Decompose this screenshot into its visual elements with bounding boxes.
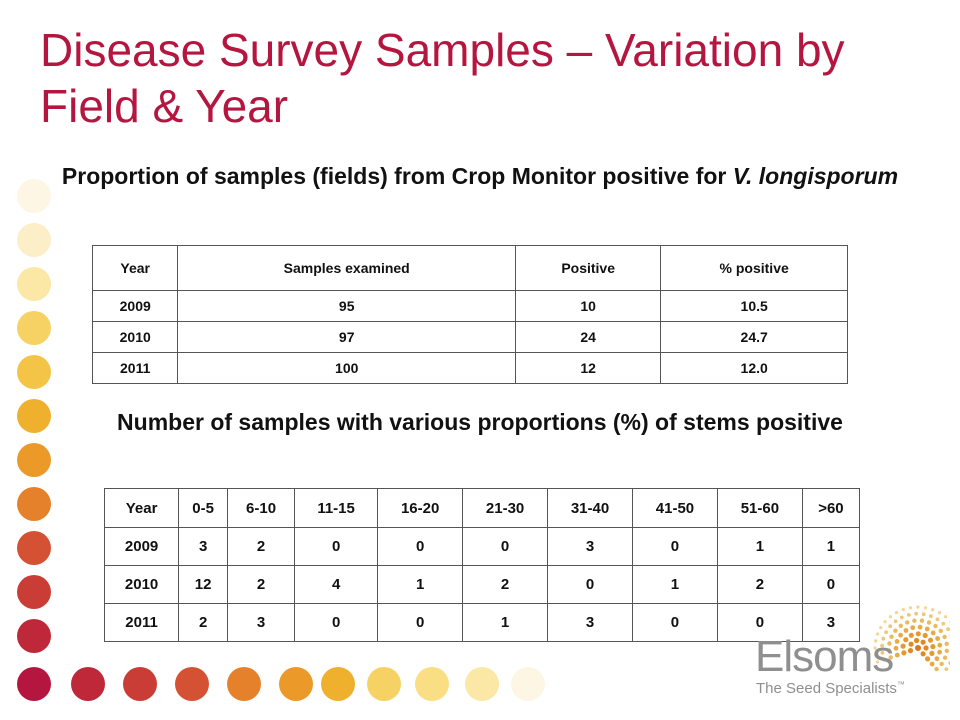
col-header: 31-40 xyxy=(547,488,633,528)
table-cell: 2 xyxy=(178,603,229,642)
table-cell: 2 xyxy=(227,565,296,604)
decorative-dot xyxy=(279,667,313,701)
decorative-dot xyxy=(17,267,51,301)
table-cell: 2 xyxy=(716,565,803,604)
table-cell: 2 xyxy=(227,527,296,566)
decorative-dot xyxy=(415,667,449,701)
col-header: Year xyxy=(91,245,179,291)
table-cell: 0 xyxy=(547,565,633,604)
table-cell: 3 xyxy=(801,603,861,642)
table-cell: 100 xyxy=(177,352,516,384)
table-cell: 1 xyxy=(377,565,464,604)
table-cell: 2009 xyxy=(103,527,180,566)
table-row: 2010 12 2 4 1 2 0 1 2 0 xyxy=(103,565,861,604)
col-header: Positive xyxy=(514,245,662,291)
table-cell: 0 xyxy=(377,527,464,566)
table-cell: 2 xyxy=(462,565,549,604)
decorative-dot xyxy=(367,667,401,701)
table-cell: 1 xyxy=(716,527,803,566)
decorative-dot xyxy=(17,311,51,345)
table-row: 2011 2 3 0 0 1 3 0 0 3 xyxy=(103,603,861,642)
col-header: 6-10 xyxy=(227,488,296,528)
col-header: Samples examined xyxy=(177,245,516,291)
table-header-row: Year 0-5 6-10 11-15 16-20 21-30 31-40 41… xyxy=(103,488,861,528)
table-cell: 0 xyxy=(294,603,379,642)
slide-title: Disease Survey Samples – Variation by Fi… xyxy=(40,24,845,132)
decorative-dot xyxy=(17,667,51,701)
decorative-dot xyxy=(123,667,157,701)
col-header: Year xyxy=(103,488,180,528)
table-cell: 97 xyxy=(177,321,516,353)
table1-heading: Proportion of samples (fields) from Crop… xyxy=(30,160,930,192)
table2-heading: Number of samples with various proportio… xyxy=(117,409,843,435)
col-header: % positive xyxy=(660,245,848,291)
positive-samples-table: Year Samples examined Positive % positiv… xyxy=(91,245,848,384)
table-cell: 2011 xyxy=(103,603,180,642)
table-cell: 0 xyxy=(377,603,464,642)
table-cell: 24 xyxy=(514,321,662,353)
logo-tagline-text: The Seed Specialists xyxy=(756,680,897,697)
table-cell: 12.0 xyxy=(660,352,848,384)
col-header: 21-30 xyxy=(462,488,549,528)
table-row: 2011 100 12 12.0 xyxy=(91,352,848,384)
col-header: 11-15 xyxy=(294,488,379,528)
table-cell: 0 xyxy=(294,527,379,566)
table-cell: 12 xyxy=(514,352,662,384)
table-cell: 1 xyxy=(801,527,861,566)
logo-wordmark: Elsoms xyxy=(755,632,894,681)
table-row: 2010 97 24 24.7 xyxy=(91,321,848,353)
table-cell: 1 xyxy=(632,565,718,604)
table-cell: 3 xyxy=(227,603,296,642)
col-header: 41-50 xyxy=(632,488,718,528)
decorative-dot xyxy=(17,443,51,477)
col-header: 51-60 xyxy=(716,488,803,528)
decorative-dot xyxy=(17,179,51,213)
elsoms-logo: Elsoms The Seed Specialists™ xyxy=(750,600,950,710)
col-header: 0-5 xyxy=(178,488,229,528)
table-header-row: Year Samples examined Positive % positiv… xyxy=(91,245,848,291)
table-cell: 2011 xyxy=(91,352,179,384)
table-cell: 2010 xyxy=(103,565,180,604)
table-cell: 0 xyxy=(632,527,718,566)
decorative-dot xyxy=(321,667,355,701)
decorative-dot xyxy=(465,667,499,701)
table-cell: 2010 xyxy=(91,321,179,353)
table-cell: 1 xyxy=(462,603,549,642)
table-cell: 3 xyxy=(547,603,633,642)
decorative-dot xyxy=(17,399,51,433)
table-cell: 3 xyxy=(178,527,229,566)
table-cell: 95 xyxy=(177,290,516,322)
decorative-dot xyxy=(17,223,51,257)
table-cell: 2009 xyxy=(91,290,179,322)
col-header: >60 xyxy=(801,488,861,528)
table-cell: 24.7 xyxy=(660,321,848,353)
table-cell: 3 xyxy=(547,527,633,566)
table-cell: 12 xyxy=(178,565,229,604)
decorative-dot xyxy=(17,531,51,565)
seed-burst-icon xyxy=(873,605,950,672)
table1-heading-species: V. longisporum xyxy=(732,163,899,189)
stem-proportion-table: Year 0-5 6-10 11-15 16-20 21-30 31-40 41… xyxy=(103,488,861,642)
table-cell: 10.5 xyxy=(660,290,848,322)
table-cell: 0 xyxy=(632,603,718,642)
decorative-dot xyxy=(17,355,51,389)
decorative-dot xyxy=(511,667,545,701)
table-cell: 0 xyxy=(716,603,803,642)
col-header: 16-20 xyxy=(377,488,464,528)
table-cell: 0 xyxy=(801,565,861,604)
table-cell: 0 xyxy=(462,527,549,566)
decorative-dot xyxy=(227,667,261,701)
decorative-dot xyxy=(71,667,105,701)
logo-tagline: The Seed Specialists™ xyxy=(756,680,905,697)
table-row: 2009 3 2 0 0 0 3 0 1 1 xyxy=(103,527,861,566)
table-row: 2009 95 10 10.5 xyxy=(91,290,848,322)
decorative-dot xyxy=(17,487,51,521)
decorative-dot xyxy=(175,667,209,701)
table1-heading-text: Proportion of samples (fields) from Crop… xyxy=(61,163,733,189)
decorative-dot xyxy=(17,575,51,609)
trademark-symbol: ™ xyxy=(896,680,905,689)
table-cell: 10 xyxy=(514,290,662,322)
decorative-dot xyxy=(17,619,51,653)
table-cell: 4 xyxy=(294,565,379,604)
